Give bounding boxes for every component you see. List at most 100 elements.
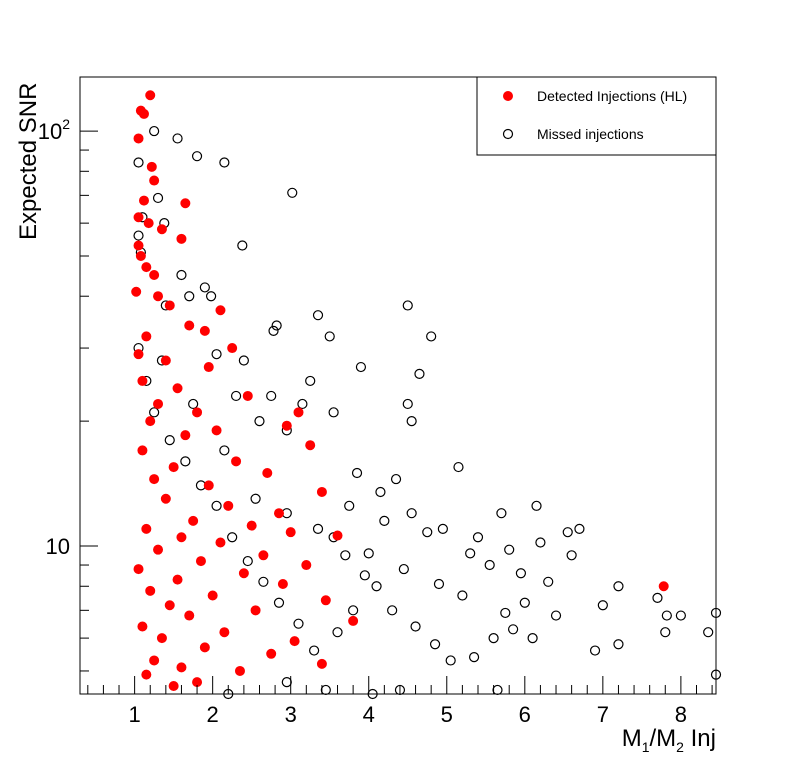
missed-injection-point — [351, 467, 363, 479]
detected-injection-point — [141, 331, 152, 342]
missed-injection-point — [703, 627, 714, 638]
detected-injection-point — [246, 520, 257, 531]
missed-injection-point — [271, 320, 282, 331]
missed-injection-point — [164, 435, 175, 446]
detected-injection-point — [133, 133, 144, 144]
missed-injection-point — [589, 645, 601, 656]
missed-injection-point — [309, 645, 320, 656]
detected-injection-point — [262, 467, 273, 478]
missed-injection-point — [675, 610, 686, 621]
detected-injection-point — [146, 161, 157, 172]
missed-injection-point — [433, 578, 445, 590]
detected-injection-point — [172, 574, 183, 585]
detected-injection-point — [133, 349, 144, 360]
detected-injection-point — [137, 445, 148, 456]
missed-injection-point — [402, 398, 413, 410]
missed-injection-point — [613, 639, 624, 650]
missed-injection-point — [543, 576, 554, 587]
missed-injection-point — [406, 416, 417, 427]
missed-injection-point — [500, 607, 511, 619]
legend-box — [476, 76, 717, 156]
legend-missed-label: Missed injections — [537, 126, 644, 142]
detected-injection-point — [199, 642, 210, 653]
detected-injection-point — [176, 532, 187, 543]
detected-injection-point — [215, 537, 226, 548]
missed-injection-point — [211, 500, 222, 511]
axes-layer: 1 2 3 4 5 6 7 8 10 102 — [38, 116, 713, 727]
detected-injection-point — [277, 579, 288, 590]
detected-injection-point — [293, 407, 304, 418]
legend-detected-label: Detected Injections (HL) — [537, 88, 687, 104]
detected-injection-point — [137, 621, 148, 632]
missed-injection-point — [496, 508, 507, 519]
detected-injection-point — [153, 398, 164, 409]
detected-injection-point — [192, 407, 203, 418]
missed-injection-point — [414, 368, 425, 379]
missed-injection-point — [488, 633, 499, 644]
detected-injection-point — [145, 90, 156, 101]
missed-injection-point — [550, 610, 562, 621]
missed-injection-point — [484, 559, 495, 571]
missed-injection-point — [266, 390, 277, 402]
detected-injection-point — [145, 585, 156, 596]
missed-injection-point — [410, 621, 421, 632]
detected-injection-point — [164, 600, 175, 611]
detected-injection-point — [281, 420, 292, 431]
detected-injection-point — [289, 636, 300, 647]
detected-injection-point — [133, 564, 144, 575]
missed-injection-point — [149, 125, 160, 137]
legend: Detected Injections (HL) Missed injectio… — [476, 76, 717, 156]
missed-injection-point — [184, 291, 195, 302]
missed-injection-point — [387, 605, 398, 616]
missed-injection-point — [504, 544, 515, 555]
detected-injection-point — [242, 390, 253, 401]
missed-injection-point — [191, 151, 203, 162]
missed-injection-point — [406, 508, 417, 519]
missed-injection-point — [562, 527, 573, 538]
detected-injection-point — [348, 615, 359, 626]
detected-injection-point — [149, 175, 160, 186]
missed-injection-point — [402, 300, 413, 311]
detected-injection-point — [215, 305, 226, 316]
detected-injection-point — [156, 224, 167, 235]
detected-injection-point — [160, 355, 171, 366]
x-tick-label: 4 — [363, 702, 375, 727]
detected-injection-point — [149, 655, 160, 666]
missed-injection-point — [133, 230, 144, 241]
missed-injection-point — [535, 537, 546, 548]
missed-injection-point — [268, 325, 279, 336]
detected-injection-point — [164, 300, 175, 311]
missed-injection-point — [519, 597, 530, 608]
points-layer — [131, 90, 722, 700]
detected-injection-point — [238, 568, 249, 579]
missed-injection-point — [332, 627, 343, 638]
detected-injection-point — [223, 500, 234, 511]
detected-injection-point — [203, 362, 214, 373]
detected-injection-point — [219, 627, 230, 638]
detected-injection-point — [176, 662, 187, 673]
missed-injection-point — [273, 597, 285, 608]
x-tick-label: 1 — [129, 702, 141, 727]
missed-injection-point — [398, 563, 409, 575]
x-tick-label: 8 — [675, 702, 687, 727]
detected-injection-point — [316, 486, 327, 497]
missed-injection-point — [422, 527, 433, 538]
detected-injection-point — [180, 198, 191, 209]
detected-injection-point — [180, 430, 191, 441]
detected-injection-point — [320, 595, 331, 606]
missed-injection-point — [465, 548, 476, 559]
missed-injection-point — [527, 633, 538, 644]
missed-injection-point — [355, 361, 367, 373]
x-axis-title: M1/M2 Inj — [622, 725, 716, 755]
missed-injection-point — [152, 192, 164, 204]
missed-injection-point — [508, 624, 519, 635]
detected-injection-point — [156, 633, 167, 644]
missed-injection-point — [206, 291, 217, 302]
missed-injection-point — [348, 605, 359, 616]
detected-injection-point — [133, 212, 144, 223]
detected-injection-point — [160, 493, 171, 504]
missed-injection-point — [379, 515, 390, 526]
detected-injection-point — [227, 343, 238, 354]
detected-injection-point — [138, 195, 149, 206]
missed-injection-point — [371, 581, 382, 592]
